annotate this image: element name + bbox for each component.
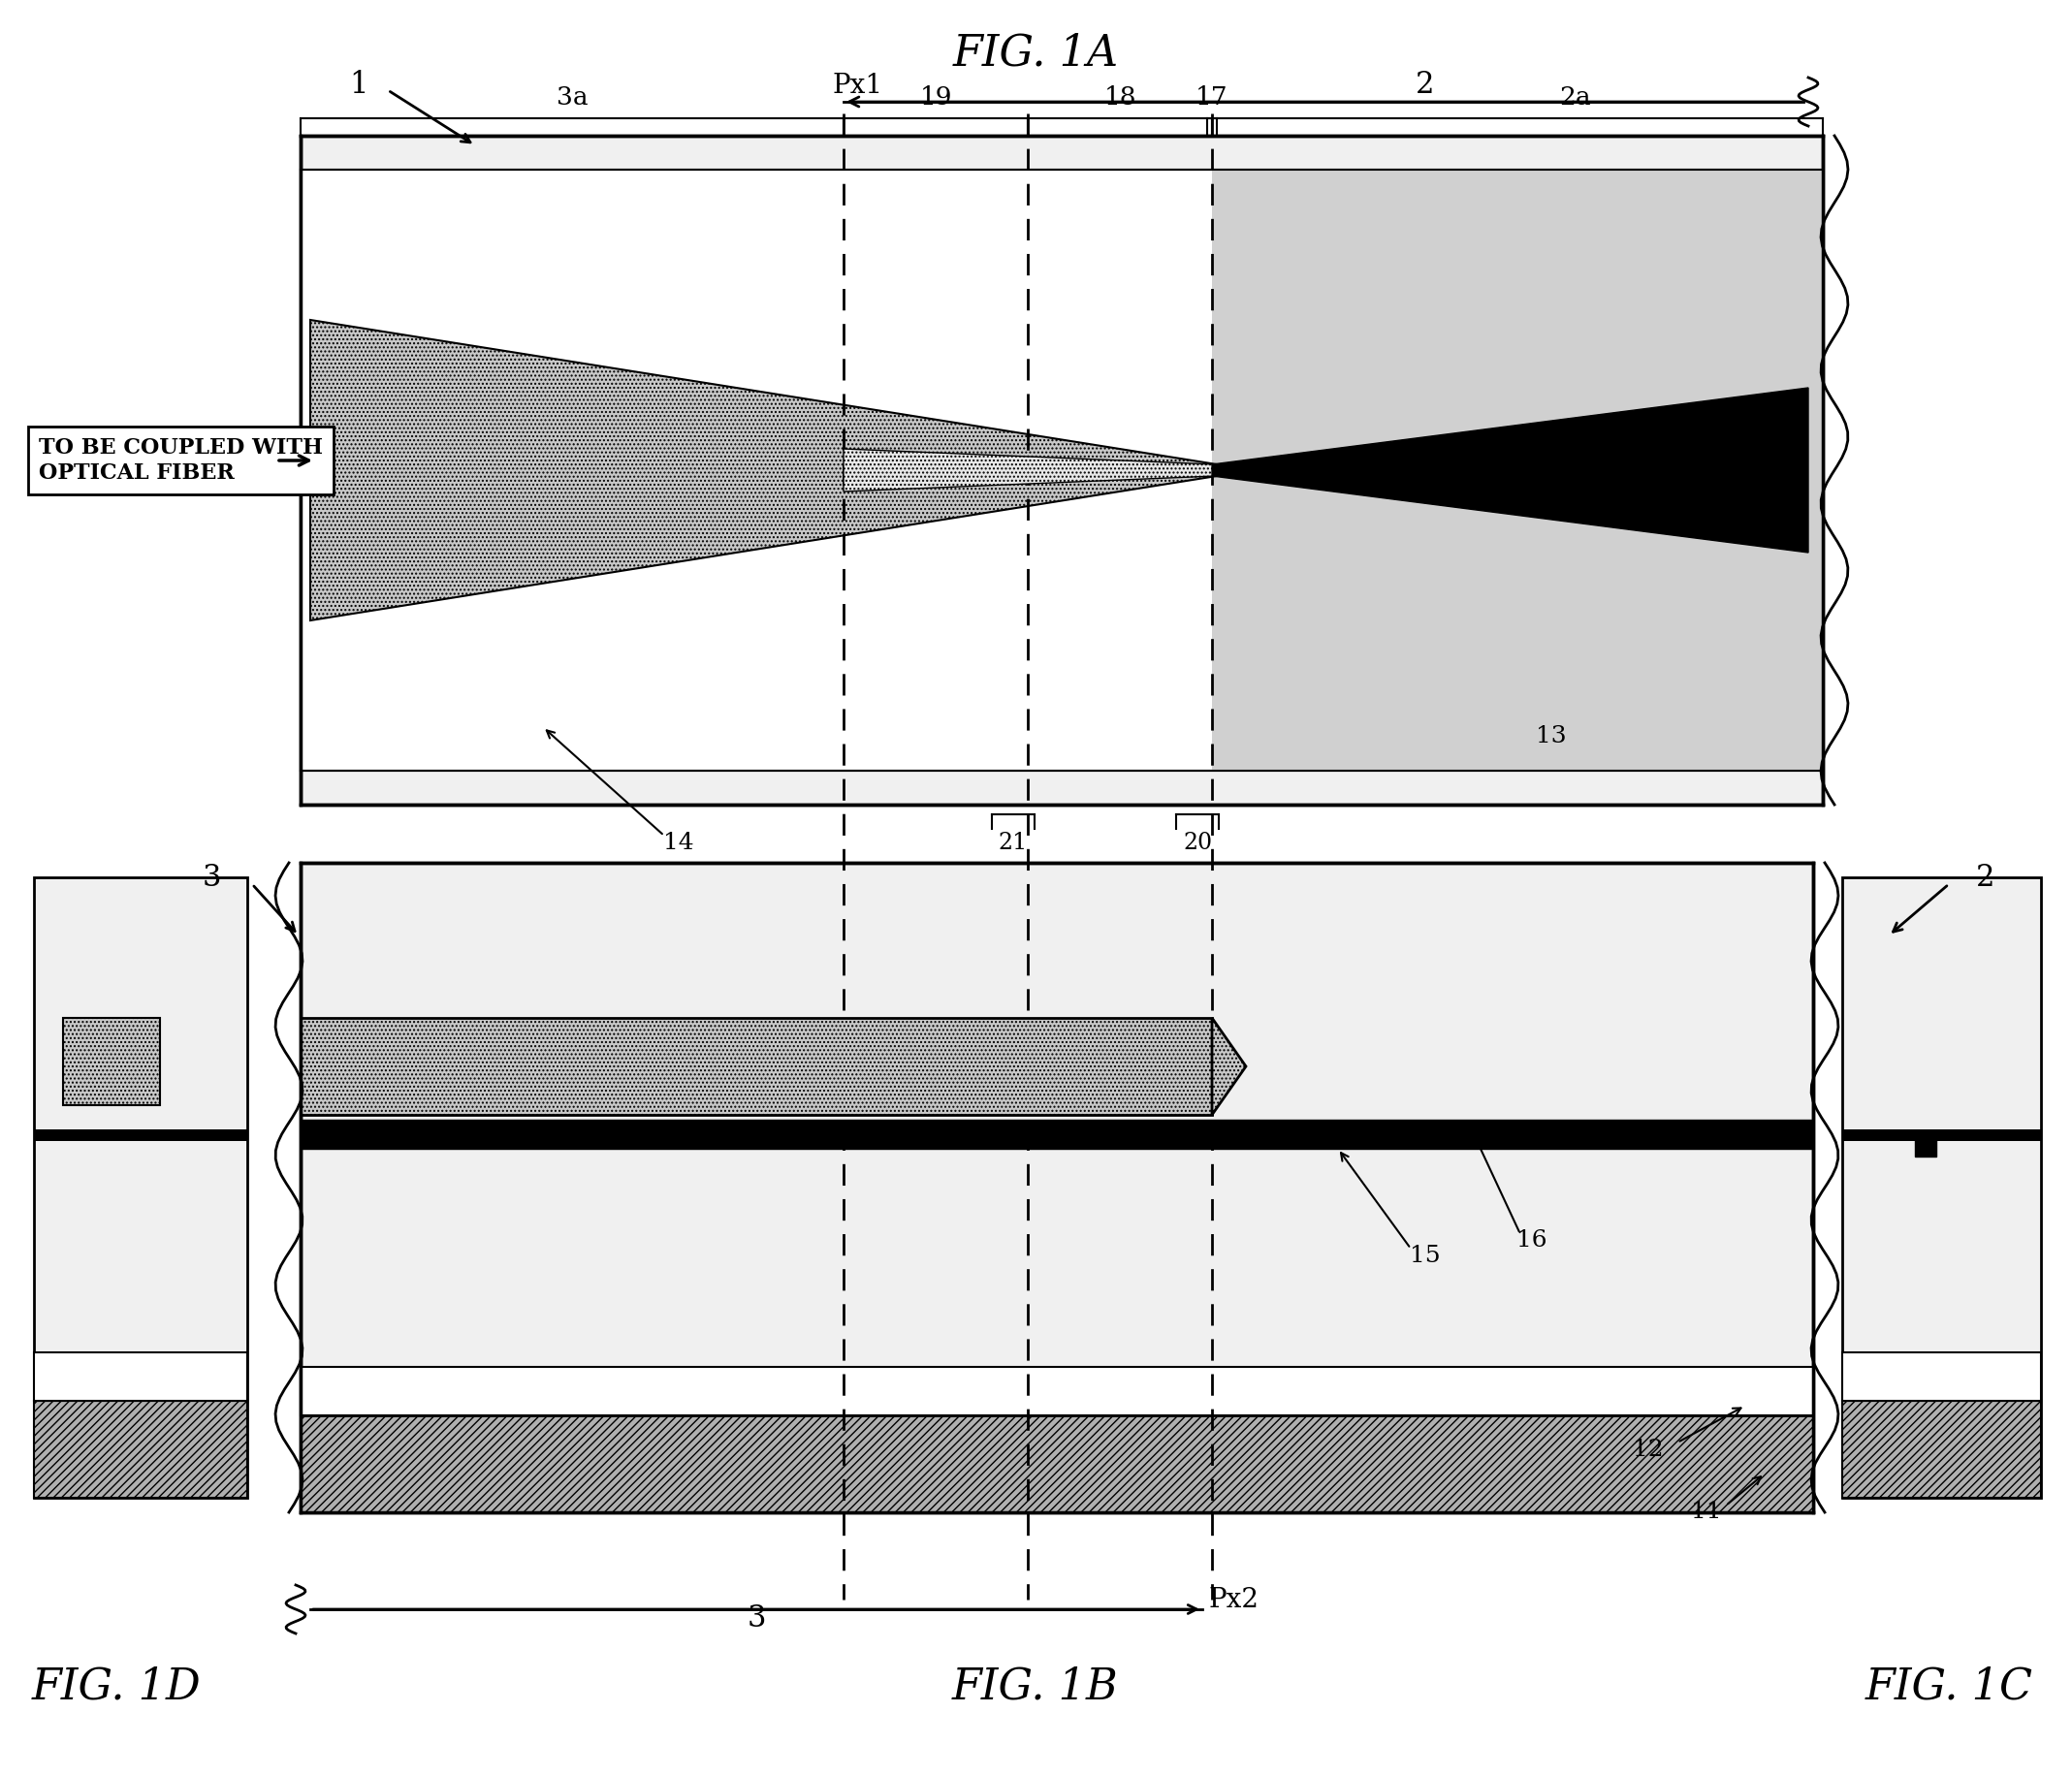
Bar [300,170,1823,771]
Text: 3: 3 [746,1604,767,1634]
Bar [33,1401,247,1497]
Text: 14: 14 [663,833,694,854]
Text: 19: 19 [920,85,951,108]
Bar [1842,1130,2041,1140]
Bar [33,877,247,1497]
Bar [1212,170,1823,771]
Text: 13: 13 [1535,726,1566,748]
Text: 12: 12 [1633,1439,1664,1460]
Text: 16: 16 [1517,1229,1548,1252]
Text: 15: 15 [1409,1245,1440,1266]
Polygon shape [1212,387,1809,552]
Text: 21: 21 [999,833,1028,854]
Bar [1842,1401,2041,1497]
Bar [300,1415,1813,1513]
Bar [300,1119,1813,1149]
Bar [62,1018,160,1105]
Text: 2a: 2a [1560,85,1591,108]
Text: 3: 3 [201,863,222,892]
Text: FIG. 1D: FIG. 1D [31,1666,201,1709]
Text: FIG. 1A: FIG. 1A [953,32,1119,75]
Text: FIG. 1B: FIG. 1B [953,1666,1119,1709]
Bar [300,863,1813,1513]
Text: Px2: Px2 [1208,1586,1258,1613]
Polygon shape [1212,1018,1245,1115]
Polygon shape [311,320,1216,620]
Text: 2: 2 [1977,863,1995,892]
Text: 20: 20 [1183,833,1212,854]
Polygon shape [843,449,1214,492]
Bar [1915,1138,1935,1156]
Text: 2: 2 [1415,71,1434,99]
Bar [1842,877,2041,1497]
Text: 18: 18 [1104,85,1135,108]
Text: TO BE COUPLED WITH
OPTICAL FIBER: TO BE COUPLED WITH OPTICAL FIBER [39,437,323,483]
Bar [33,1352,247,1401]
Bar [1842,1352,2041,1401]
Bar [300,135,1823,805]
Bar [300,1368,1813,1415]
Bar [33,1130,247,1140]
Text: 3a: 3a [555,85,588,108]
Text: FIG. 1C: FIG. 1C [1865,1666,2033,1709]
Text: 1: 1 [350,71,369,99]
Text: 17: 17 [1196,85,1229,108]
Bar [300,1018,1212,1115]
Text: 11: 11 [1691,1501,1722,1524]
Text: Px1: Px1 [833,73,883,98]
